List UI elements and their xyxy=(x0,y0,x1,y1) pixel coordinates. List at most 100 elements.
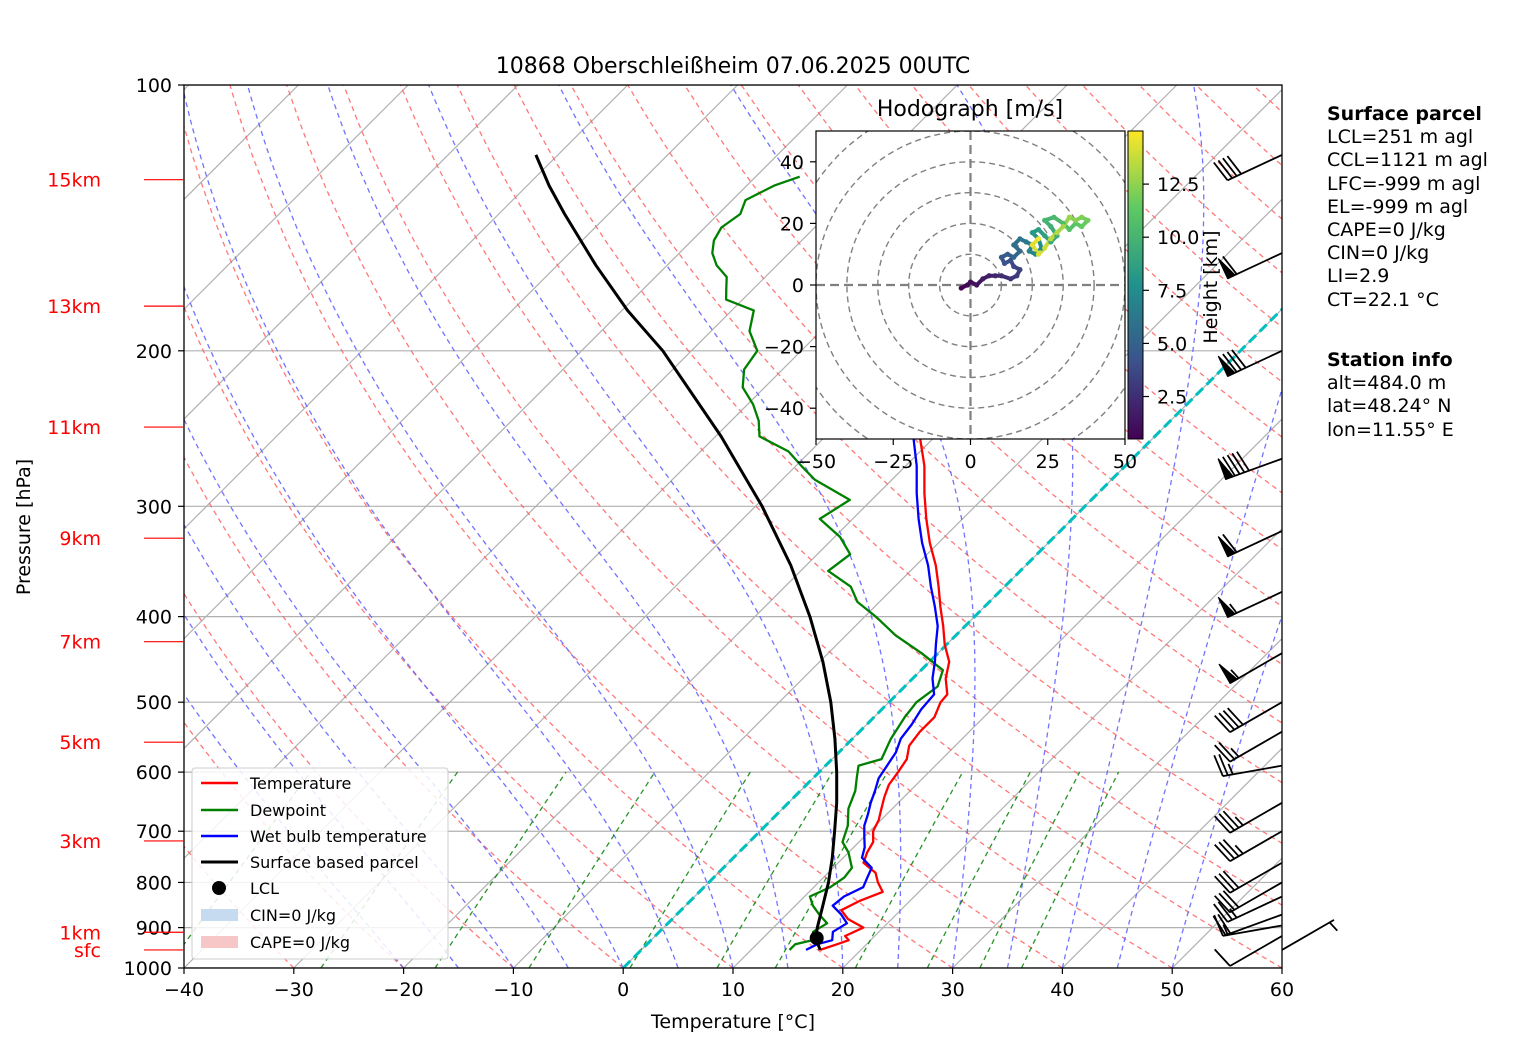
legend-label-cape: CAPE=0 J/kg xyxy=(250,933,350,952)
y-tick-label: 800 xyxy=(136,872,172,894)
parcel-cape: CAPE=0 J/kg xyxy=(1327,219,1446,242)
hodograph-point xyxy=(1060,223,1066,230)
barb-shaft xyxy=(1214,881,1283,914)
barb-flag xyxy=(1217,536,1236,558)
legend-label-wetbulb: Wet bulb temperature xyxy=(250,827,427,846)
hodo-y-tick-label: −40 xyxy=(764,398,804,420)
x-axis-label: Temperature [°C] xyxy=(650,1011,815,1033)
hodo-y-tick-label: −20 xyxy=(764,337,804,359)
parcel-cin: CIN=0 J/kg xyxy=(1327,242,1430,265)
parcel-profile xyxy=(534,154,839,951)
legend-box xyxy=(191,767,449,960)
hodograph-ticks: −50 −25 0 25 50 40 20 0 −20 −40 xyxy=(764,152,1137,473)
legend-label-cin: CIN=0 J/kg xyxy=(250,906,336,925)
hodograph-point xyxy=(1029,230,1035,236)
mixing-ratio-line xyxy=(926,771,1031,968)
hodograph: Hodograph [m/s] −50 −25 0 25 50 40 20 0 −20 −40 2… xyxy=(764,97,1222,473)
moist-adiabat xyxy=(184,417,569,968)
barb-shaft xyxy=(1222,451,1283,481)
x-tick-label: 50 xyxy=(1160,979,1184,1001)
dry-adiabat xyxy=(229,85,953,968)
barb-shaft xyxy=(1222,252,1283,280)
y-tick-label: 400 xyxy=(136,607,172,629)
wind-barb xyxy=(1213,754,1283,777)
hodo-y-tick-label: 20 xyxy=(780,213,804,235)
barb-flag xyxy=(1217,258,1236,280)
hodograph-point xyxy=(986,273,992,279)
wind-barb xyxy=(1213,154,1283,182)
isotherm xyxy=(184,85,848,750)
hodograph-point xyxy=(1008,276,1014,282)
height-label: 7km xyxy=(59,632,101,654)
height-label: 11km xyxy=(47,417,101,439)
legend-label-temperature: Temperature xyxy=(249,774,351,793)
mixing-ratio-line xyxy=(528,771,656,968)
mixing-ratio-line xyxy=(774,771,888,968)
dry-adiabat xyxy=(184,305,734,968)
dewpoint-profile xyxy=(711,175,945,951)
hodograph-point xyxy=(1011,254,1017,260)
height-label: sfc xyxy=(74,940,101,962)
hodograph-point xyxy=(1017,267,1023,273)
legend-swatch-cin xyxy=(201,909,238,921)
isotherm xyxy=(512,198,1282,968)
dry-adiabat xyxy=(184,123,844,968)
isotherm xyxy=(184,85,739,640)
barb-shaft xyxy=(1212,913,1283,936)
station-info-title: Station info xyxy=(1327,349,1453,371)
y-axis-label: Pressure [hPa] xyxy=(13,459,35,595)
legend-label-parcel: Surface based parcel xyxy=(250,853,419,872)
isotherm xyxy=(732,418,1282,968)
moist-adiabat xyxy=(1061,85,1205,968)
lcl-marker xyxy=(809,931,824,946)
colorbar-tick-label: 7.5 xyxy=(1157,280,1187,302)
hodograph-point xyxy=(1029,242,1035,248)
mixing-ratio-line xyxy=(979,771,1081,968)
hodograph-point xyxy=(1026,248,1032,254)
barb-shaft xyxy=(1227,591,1283,619)
wind-barb xyxy=(1213,895,1283,923)
hodograph-point xyxy=(1017,236,1023,242)
wind-barb xyxy=(1281,919,1338,951)
moist-adiabat xyxy=(1171,613,1282,968)
height-label: 1km xyxy=(59,922,101,944)
wind-barb xyxy=(1217,252,1283,280)
dry-adiabat xyxy=(286,85,1063,968)
hodograph-point xyxy=(1066,214,1072,220)
wind-barb xyxy=(1214,730,1283,763)
hodograph-point xyxy=(1042,217,1048,223)
hodograph-point xyxy=(1079,223,1085,230)
barb-flag xyxy=(1218,663,1239,685)
dry-adiabat xyxy=(184,721,405,968)
hodograph-point xyxy=(1042,233,1048,239)
x-tick-label: 0 xyxy=(617,979,629,1001)
isotherm xyxy=(184,85,519,420)
wind-barb xyxy=(1217,349,1283,378)
isotherm xyxy=(184,85,629,530)
mixing-ratio-line xyxy=(1020,771,1120,968)
hodo-x-tick-label: −25 xyxy=(873,451,913,473)
hodograph-point xyxy=(1048,223,1054,230)
y-tick-label: 100 xyxy=(136,75,172,97)
surface-parcel-title: Surface parcel xyxy=(1327,103,1482,125)
moist-adiabat xyxy=(184,90,679,968)
wind-barb xyxy=(1214,802,1283,834)
height-label: 15km xyxy=(47,170,101,192)
barb-shaft xyxy=(1222,530,1283,558)
parcel-el: EL=-999 m agl xyxy=(1327,195,1469,218)
parcel-ccl: CCL=1121 m agl xyxy=(1327,149,1488,172)
hodograph-point xyxy=(1004,251,1011,257)
hodo-x-tick-label: 50 xyxy=(1113,451,1137,473)
barb-shaft xyxy=(1222,349,1283,378)
hodograph-point xyxy=(1079,214,1085,220)
mixing-ratio-line xyxy=(434,771,567,968)
hodograph-point xyxy=(1085,217,1091,223)
isotherm xyxy=(952,637,1282,968)
wind-barb xyxy=(1214,830,1283,862)
x-tick-label: −40 xyxy=(164,979,204,1001)
colorbar-tick-label: 12.5 xyxy=(1157,174,1199,196)
station-alt: alt=484.0 m xyxy=(1327,372,1447,395)
hodo-x-tick-label: 25 xyxy=(1036,451,1060,473)
